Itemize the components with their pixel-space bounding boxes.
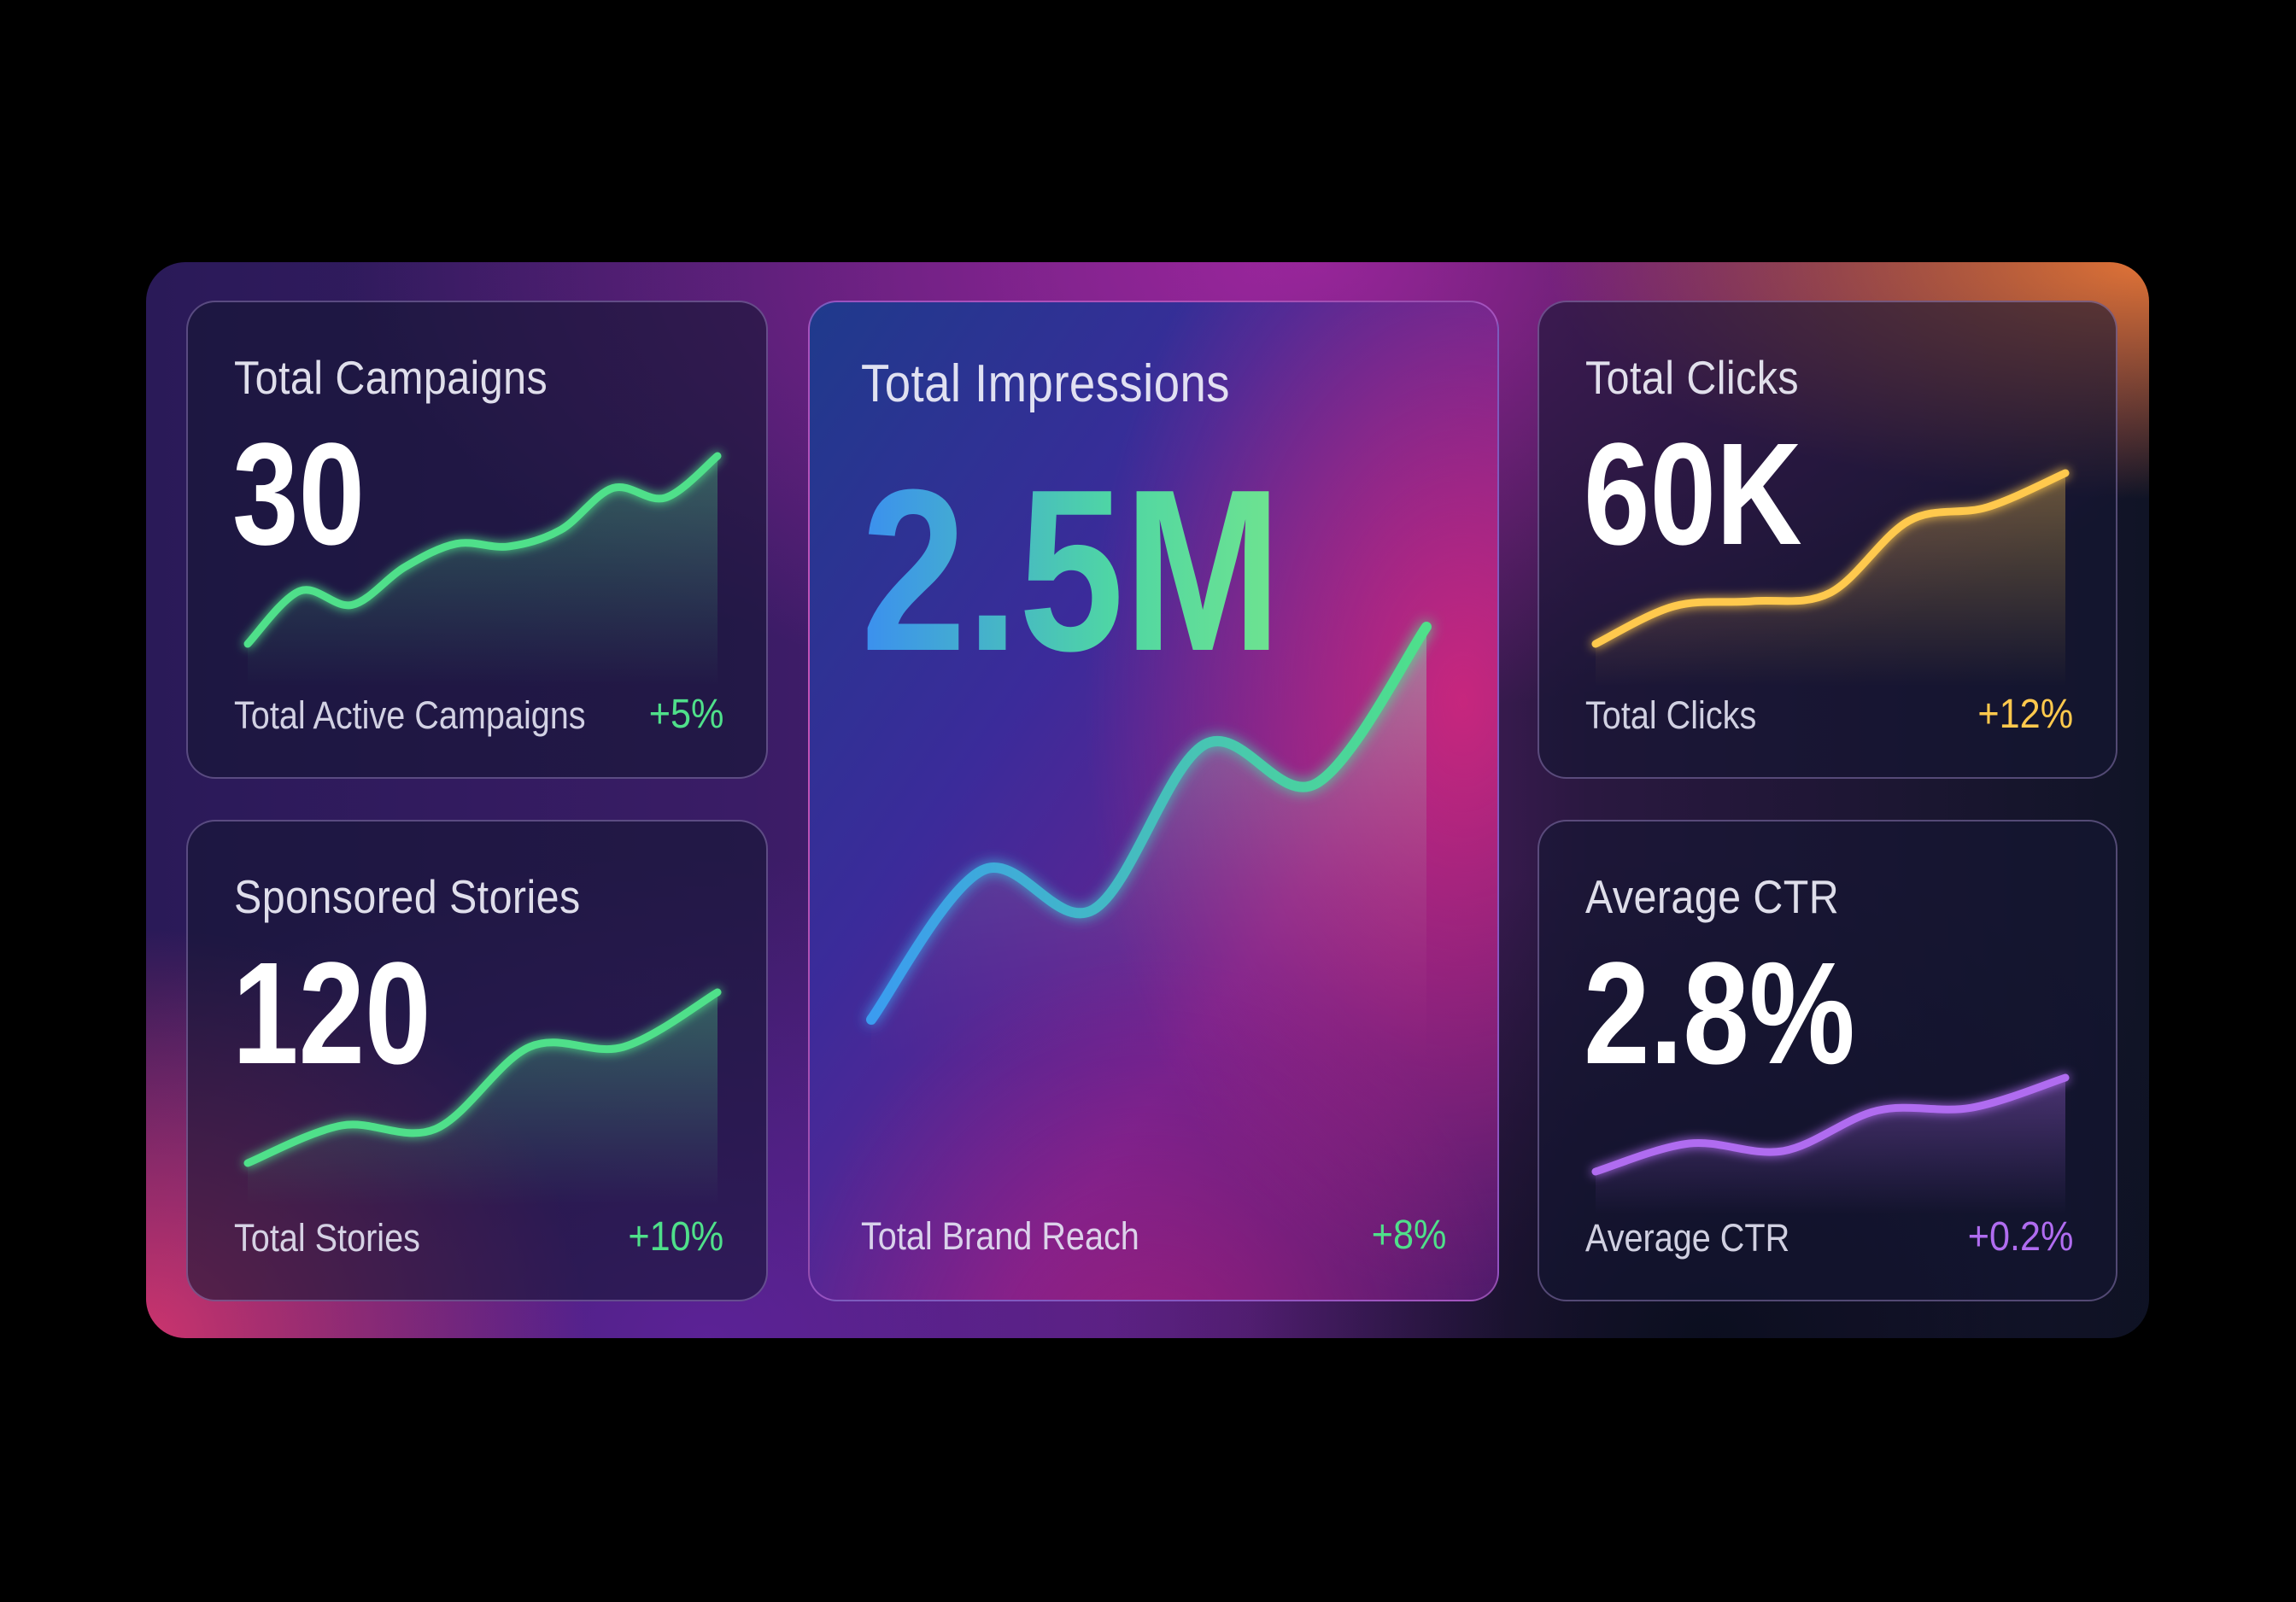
card-average-ctr[interactable]: Average CTR 2.8% Average CTR +0.2% [1538, 820, 2117, 1301]
card-total-clicks[interactable]: Total Clicks 60K Total Clicks +12% [1538, 301, 2117, 779]
card-value: 120 [232, 933, 431, 1095]
sparkline-line [866, 622, 1432, 1025]
sparkline [1591, 1073, 2070, 1214]
card-title: Sponsored Stories [234, 870, 581, 923]
card-value: 2.5M [861, 442, 1282, 699]
card-footer-label: Total Stories [234, 1216, 420, 1260]
card-footer-label: Total Brand Reach [861, 1214, 1139, 1258]
dashboard-panel: Total Campaigns 30 Total Active Campaign… [146, 262, 2149, 1338]
sparkline-line [1591, 1073, 2070, 1176]
sparkline [243, 988, 722, 1206]
sparkline-line [1591, 469, 2070, 648]
card-sponsored-stories[interactable]: Sponsored Stories 120 Total Stories +10% [186, 820, 768, 1301]
card-footer-label: Total Clicks [1585, 693, 1757, 737]
sparkline-area [248, 992, 718, 1206]
card-footer-label: Total Active Campaigns [234, 693, 586, 737]
card-delta: +5% [648, 692, 723, 737]
card-delta: +10% [628, 1214, 723, 1260]
card-title: Total Clicks [1585, 351, 1800, 404]
card-value: 60K [1584, 413, 1802, 576]
card-footer-label: Average CTR [1585, 1216, 1790, 1260]
sparkline [866, 622, 1432, 1062]
sparkline-area [248, 456, 718, 687]
card-title: Total Campaigns [234, 351, 548, 404]
card-delta: +0.2% [1967, 1214, 2073, 1260]
card-total-campaigns[interactable]: Total Campaigns 30 Total Active Campaign… [186, 301, 768, 779]
sparkline-line [243, 988, 722, 1167]
sparkline [243, 452, 722, 687]
sparkline-area [1596, 473, 2065, 687]
card-title: Average CTR [1585, 870, 1840, 923]
card-total-impressions[interactable]: Total Impressions 2.5M Total Brand Reach… [808, 301, 1499, 1301]
card-value: 30 [232, 413, 366, 576]
sparkline-area [871, 627, 1426, 1062]
sparkline [1591, 469, 2070, 687]
card-delta: +8% [1371, 1213, 1446, 1258]
card-title: Total Impressions [861, 354, 1231, 413]
card-value: 2.8% [1584, 933, 1855, 1095]
sparkline-line [243, 452, 722, 648]
card-delta: +12% [1977, 692, 2073, 737]
